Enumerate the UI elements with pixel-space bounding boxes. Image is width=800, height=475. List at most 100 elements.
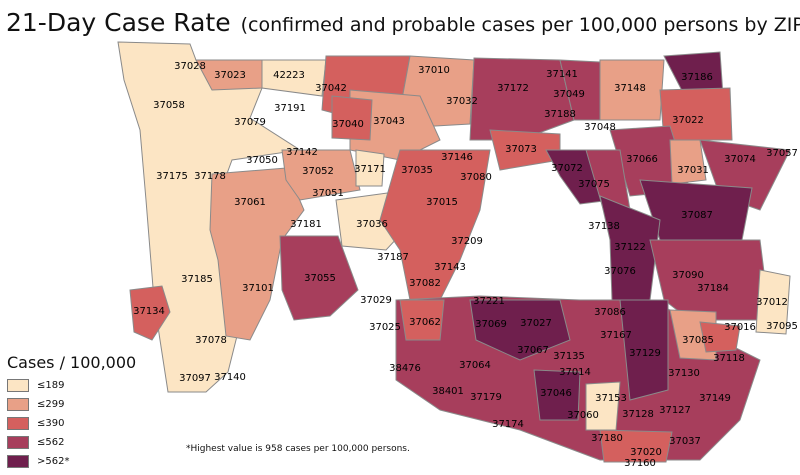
zip-label-37058: 37058 xyxy=(153,100,185,111)
legend-label: >562* xyxy=(37,456,70,467)
zip-label-37097: 37097 xyxy=(179,373,211,384)
zip-label-37020: 37020 xyxy=(630,447,662,458)
zip-label-37080: 37080 xyxy=(460,172,492,183)
zip-label-37076: 37076 xyxy=(604,266,636,277)
zip-label-38476: 38476 xyxy=(389,363,421,374)
zip-label-37031: 37031 xyxy=(677,165,709,176)
zip-label-37035: 37035 xyxy=(401,165,433,176)
zip-label-37175: 37175 xyxy=(156,171,188,182)
map-title: 21-Day Case Rate (confirmed and probable … xyxy=(6,8,800,37)
zip-labels: 37028 37023 42223 37058 37079 37191 37042 37010… xyxy=(133,61,798,469)
zip-label-37187: 37187 xyxy=(377,252,409,263)
zip-label-37027: 37027 xyxy=(520,318,552,329)
zip-label-37042: 37042 xyxy=(315,83,347,94)
zip-label-37135: 37135 xyxy=(553,351,585,362)
zip-label-37128: 37128 xyxy=(622,409,654,420)
zip-label-37160: 37160 xyxy=(624,458,656,469)
legend-label: ≤390 xyxy=(37,418,65,429)
zip-label-37060: 37060 xyxy=(567,410,599,421)
zip-label-37138: 37138 xyxy=(588,221,620,232)
zip-label-37172: 37172 xyxy=(497,83,529,94)
zip-label-37141: 37141 xyxy=(546,69,578,80)
legend-swatch xyxy=(7,417,29,430)
zip-label-37134: 37134 xyxy=(133,306,165,317)
legend-swatch xyxy=(7,436,29,449)
map-regions xyxy=(117,41,791,463)
legend-item: ≤299 xyxy=(7,395,136,414)
zip-label-37188: 37188 xyxy=(544,109,576,120)
zip-label-37221: 37221 xyxy=(473,296,505,307)
zip-label-37057: 37057 xyxy=(766,148,798,159)
zip-label-37130: 37130 xyxy=(668,368,700,379)
zip-label-37048: 37048 xyxy=(584,122,616,133)
zip-label-37149: 37149 xyxy=(699,393,731,404)
legend-swatch xyxy=(7,379,29,392)
zip-label-37074: 37074 xyxy=(724,154,756,165)
zip-label-37066: 37066 xyxy=(626,154,658,165)
zip-label-37062: 37062 xyxy=(409,317,441,328)
zip-label-37153: 37153 xyxy=(595,393,627,404)
zip-label-37090: 37090 xyxy=(672,270,704,281)
zip-label-37014: 37014 xyxy=(559,367,591,378)
zip-label-37078: 37078 xyxy=(195,335,227,346)
zip-label-37079: 37079 xyxy=(234,117,266,128)
zip-label-37180: 37180 xyxy=(591,433,623,444)
zip-label-37142: 37142 xyxy=(286,147,318,158)
legend-swatch xyxy=(7,398,29,411)
zip-label-37012: 37012 xyxy=(756,297,788,308)
zip-label-37055: 37055 xyxy=(304,273,336,284)
legend-label: ≤299 xyxy=(37,399,65,410)
zip-label-37085: 37085 xyxy=(682,335,714,346)
zip-label-37010: 37010 xyxy=(418,65,450,76)
zip-label-37146: 37146 xyxy=(441,152,473,163)
zip-label-37127: 37127 xyxy=(659,405,691,416)
zip-label-37095: 37095 xyxy=(766,321,798,332)
legend-item: ≤390 xyxy=(7,414,136,433)
zip-label-37046: 37046 xyxy=(540,388,572,399)
zip-label-37140: 37140 xyxy=(214,372,246,383)
zip-label-37148: 37148 xyxy=(614,83,646,94)
zip-label-37051: 37051 xyxy=(312,188,344,199)
zip-label-37087: 37087 xyxy=(681,210,713,221)
zip-label-37181: 37181 xyxy=(290,219,322,230)
zip-label-37075: 37075 xyxy=(578,179,610,190)
zip-label-37043: 37043 xyxy=(373,116,405,127)
zip-label-37025: 37025 xyxy=(369,322,401,333)
zip-label-37015: 37015 xyxy=(426,197,458,208)
zip-label-37167: 37167 xyxy=(600,330,632,341)
zip-label-37040: 37040 xyxy=(332,119,364,130)
zip-label-37032: 37032 xyxy=(446,96,478,107)
zip-label-37067: 37067 xyxy=(517,345,549,356)
zip-label-37171: 37171 xyxy=(354,164,386,175)
zip-label-38401: 38401 xyxy=(432,386,464,397)
zip-label-37016: 37016 xyxy=(724,322,756,333)
zip-label-37082: 37082 xyxy=(409,278,441,289)
zip-label-37052: 37052 xyxy=(302,166,334,177)
zip-label-37050: 37050 xyxy=(246,155,278,166)
subtitle-text: (confirmed and probable cases per 100,00… xyxy=(240,14,800,36)
zip-label-37184: 37184 xyxy=(697,283,729,294)
zip-label-37037: 37037 xyxy=(669,436,701,447)
zip-label-37101: 37101 xyxy=(242,283,274,294)
zip-label-37072: 37072 xyxy=(551,163,583,174)
zip-label-37209: 37209 xyxy=(451,236,483,247)
zip-label-37174: 37174 xyxy=(492,419,524,430)
zip-label-37028: 37028 xyxy=(174,61,206,72)
zip-label-37022: 37022 xyxy=(672,115,704,126)
title-text: 21-Day Case Rate xyxy=(6,8,231,37)
legend-item: ≤562 xyxy=(7,433,136,452)
legend-item: ≤189 xyxy=(7,376,136,395)
zip-label-37029: 37029 xyxy=(360,295,392,306)
zip-label-37061: 37061 xyxy=(234,197,266,208)
zip-label-37073: 37073 xyxy=(505,144,537,155)
zip-label-37069: 37069 xyxy=(475,319,507,330)
zip-label-37118: 37118 xyxy=(713,353,745,364)
zip-label-37023: 37023 xyxy=(214,70,246,81)
zip-label-37049: 37049 xyxy=(553,89,585,100)
zip-label-42223: 42223 xyxy=(273,70,305,81)
legend-item: >562* xyxy=(7,452,136,471)
legend-label: ≤562 xyxy=(37,437,65,448)
zip-label-37185: 37185 xyxy=(181,274,213,285)
legend-swatch xyxy=(7,455,29,468)
